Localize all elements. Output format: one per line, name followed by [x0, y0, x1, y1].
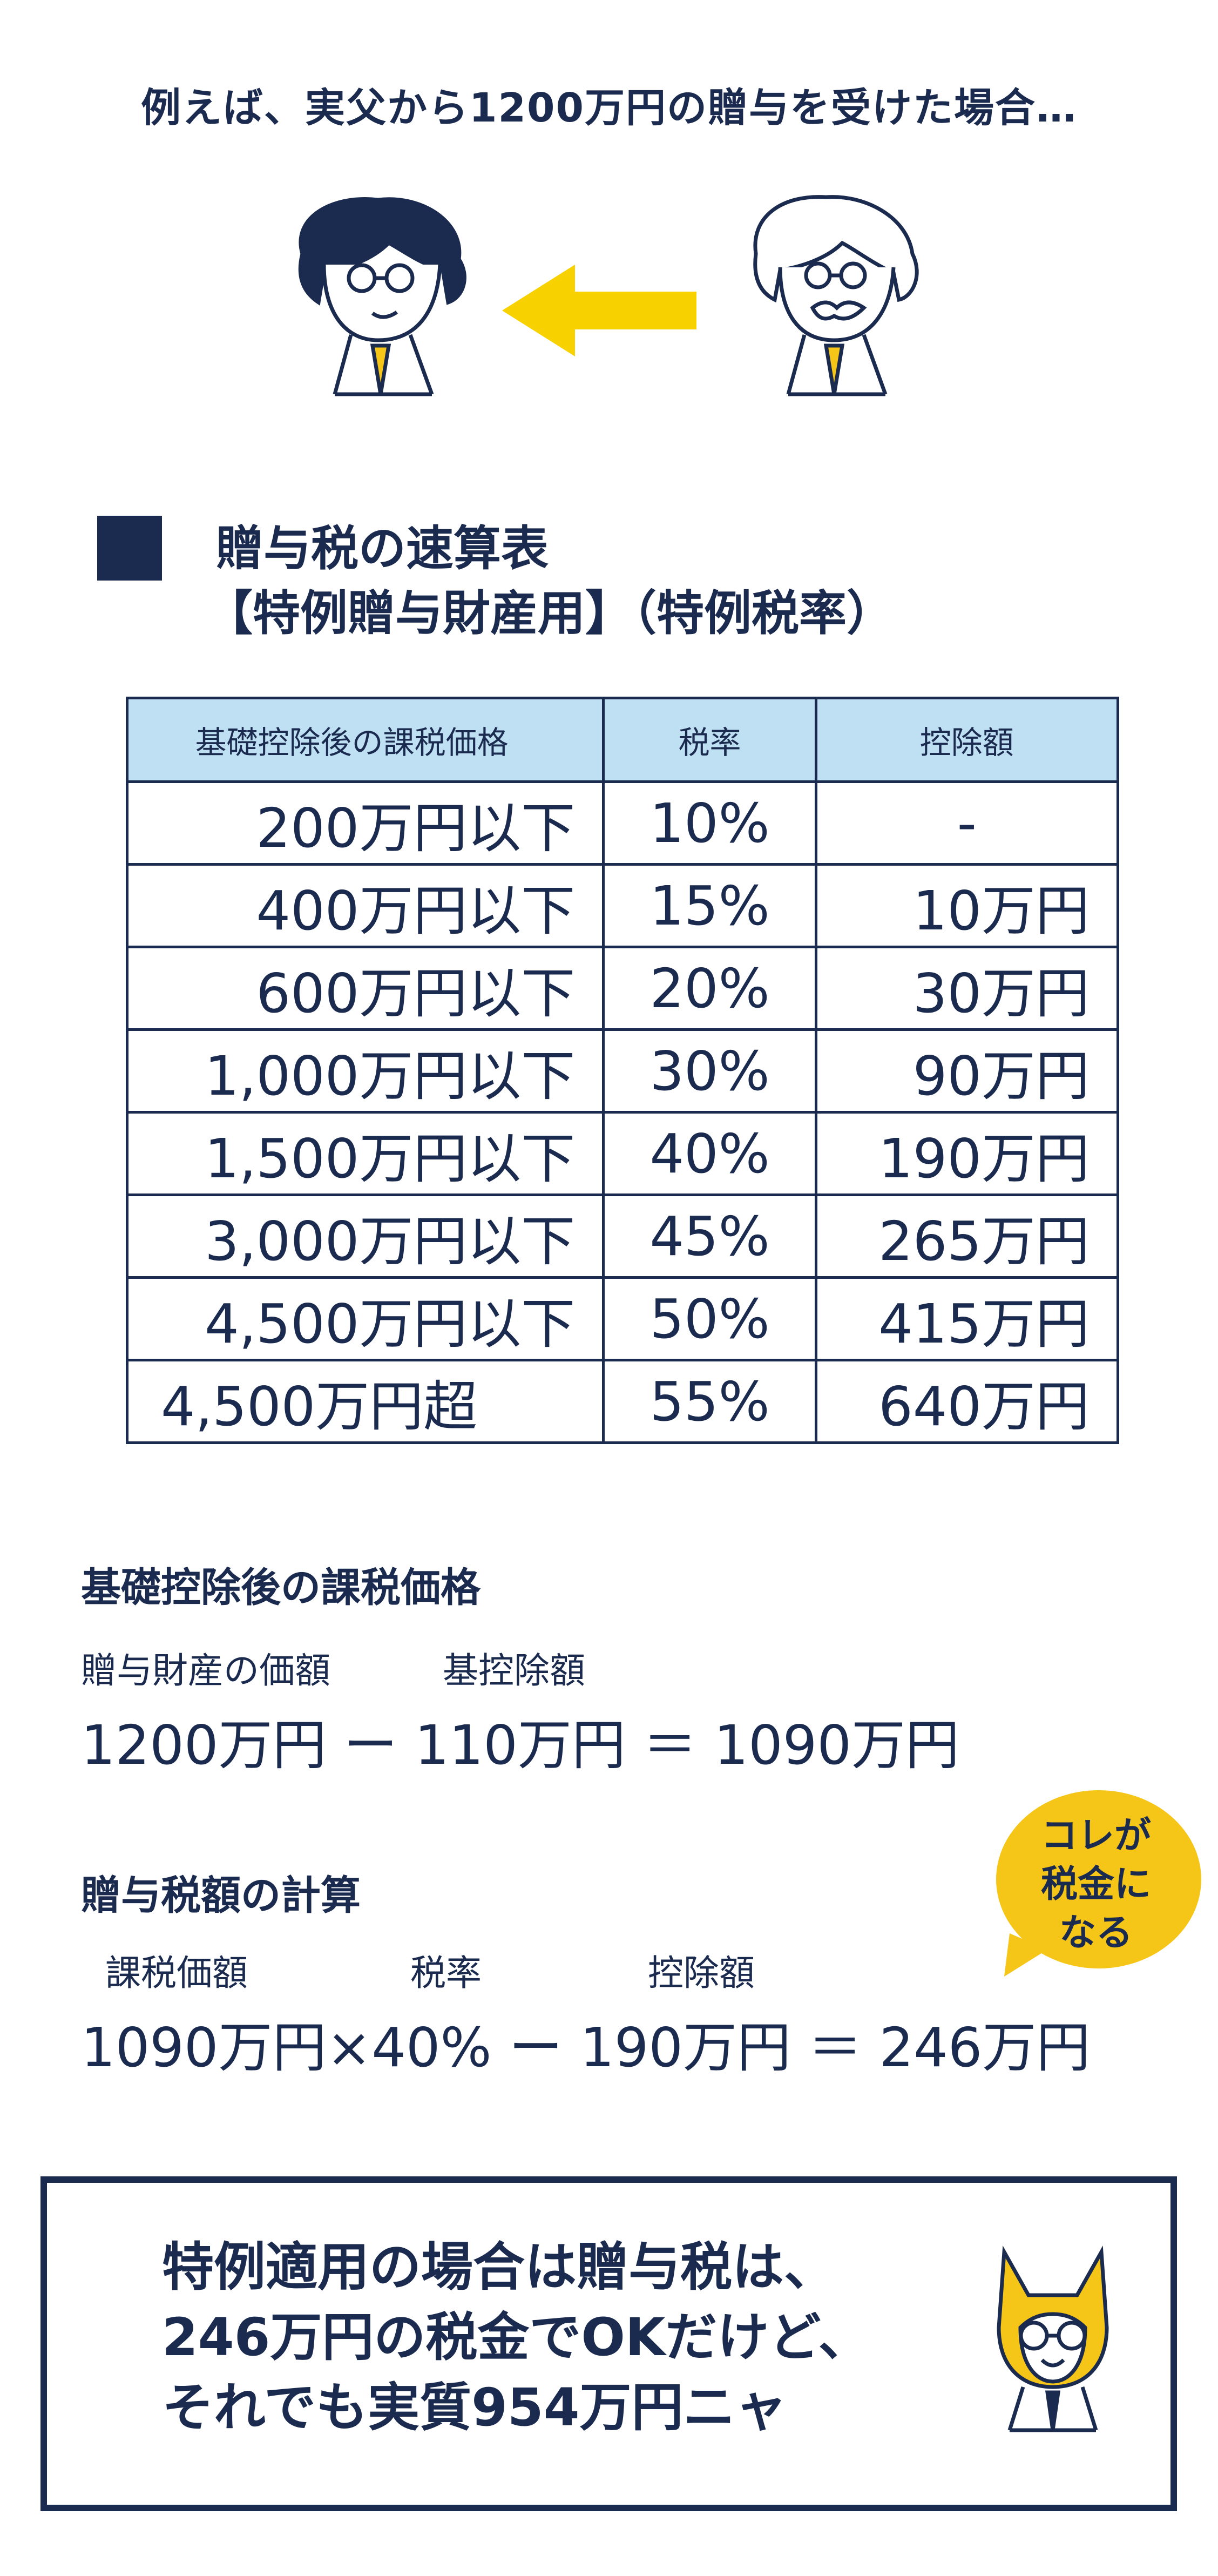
cell-bracket: 4,500万円超 [125, 1359, 605, 1444]
table-header-row: 基礎控除後の課税価格 税率 控除額 [125, 697, 1120, 783]
table-row: 4,500万円以下 50% 415万円 [125, 1276, 1120, 1361]
cell-bracket: 3,000万円以下 [125, 1193, 605, 1279]
bubble-text: コレが 税金に なる [999, 1812, 1193, 1958]
header-deduction: 控除額 [814, 697, 1120, 783]
child-character-icon [298, 197, 466, 396]
calc1-label-gift-value: 贈与財産の価額 [81, 1650, 330, 1691]
calc1-equation: 1200万円 ー 110万円 ＝ 1090万円 [81, 1714, 960, 1777]
cell-deduction: 90万円 [814, 1028, 1120, 1114]
cell-deduction: 415万円 [814, 1276, 1120, 1361]
table-row: 1,500万円以下 40% 190万円 [125, 1111, 1120, 1196]
bubble-line: コレが [1040, 1815, 1151, 1857]
table-row: 4,500万円超 55% 640万円 [125, 1359, 1120, 1444]
cell-rate: 40% [602, 1111, 817, 1196]
bubble-line: 税金に [1040, 1863, 1151, 1906]
header-tax-rate: 税率 [602, 697, 817, 783]
intro-heading: 例えば、実父から1200万円の贈与を受けた場合… [141, 85, 1077, 131]
table-row: 400万円以下 15% 10万円 [125, 863, 1120, 948]
calc2-heading: 贈与税額の計算 [81, 1872, 361, 1919]
summary-box [40, 2176, 1177, 2511]
section-subtitle: 【特例贈与財産用】（特例税率） [205, 585, 895, 641]
cell-deduction: 190万円 [814, 1111, 1120, 1196]
bubble-line: なる [1059, 1912, 1133, 1954]
cell-deduction: - [814, 780, 1120, 866]
cell-bracket: 400万円以下 [125, 863, 605, 948]
summary-line: それでも実質954万円ニャ [162, 2377, 787, 2438]
cell-rate: 10% [602, 780, 817, 866]
cell-deduction: 10万円 [814, 863, 1120, 948]
left-arrow-icon [502, 265, 696, 356]
calc2-equation: 1090万円×40% ー 190万円 ＝ 246万円 [81, 2016, 1091, 2079]
cell-rate: 45% [602, 1193, 817, 1279]
cell-rate: 20% [602, 946, 817, 1031]
calc1-label-basic-deduction: 基控除額 [443, 1650, 585, 1691]
cell-rate: 15% [602, 863, 817, 948]
speech-bubble-icon [996, 1790, 1201, 1977]
father-character-icon [753, 195, 919, 396]
cell-bracket: 200万円以下 [125, 780, 605, 866]
cell-deduction: 265万円 [814, 1193, 1120, 1279]
cat-mascot-icon [997, 2245, 1109, 2432]
cell-bracket: 600万円以下 [125, 946, 605, 1031]
cell-deduction: 30万円 [814, 946, 1120, 1031]
cell-deduction: 640万円 [814, 1359, 1120, 1444]
cell-bracket: 1,000万円以下 [125, 1028, 605, 1114]
cell-rate: 30% [602, 1028, 817, 1114]
cell-bracket: 1,500万円以下 [125, 1111, 605, 1196]
summary-line: 246万円の税金でOKだけど、 [162, 2307, 870, 2368]
section-title: 贈与税の速算表 [216, 521, 549, 576]
table-row: 600万円以下 20% 30万円 [125, 946, 1120, 1031]
cell-rate: 55% [602, 1359, 817, 1444]
gift-illustration [298, 195, 919, 396]
calc1-heading: 基礎控除後の課税価格 [81, 1565, 481, 1611]
calc2-label-deduction: 控除額 [648, 1952, 755, 1994]
calc2-label-taxable: 課税価額 [105, 1952, 248, 1994]
table-row: 200万円以下 10% - [125, 780, 1120, 866]
table-row: 3,000万円以下 45% 265万円 [125, 1193, 1120, 1279]
section-marker [97, 516, 162, 581]
tax-rate-table: 基礎控除後の課税価格 税率 控除額 200万円以下 10% - 400万円以下 … [125, 697, 1120, 1444]
header-taxable-price: 基礎控除後の課税価格 [125, 697, 605, 783]
cell-bracket: 4,500万円以下 [125, 1276, 605, 1361]
cell-rate: 50% [602, 1276, 817, 1361]
summary-line: 特例適用の場合は贈与税は、 [162, 2237, 836, 2297]
table-row: 1,000万円以下 30% 90万円 [125, 1028, 1120, 1114]
calc2-label-rate: 税率 [410, 1952, 482, 1994]
